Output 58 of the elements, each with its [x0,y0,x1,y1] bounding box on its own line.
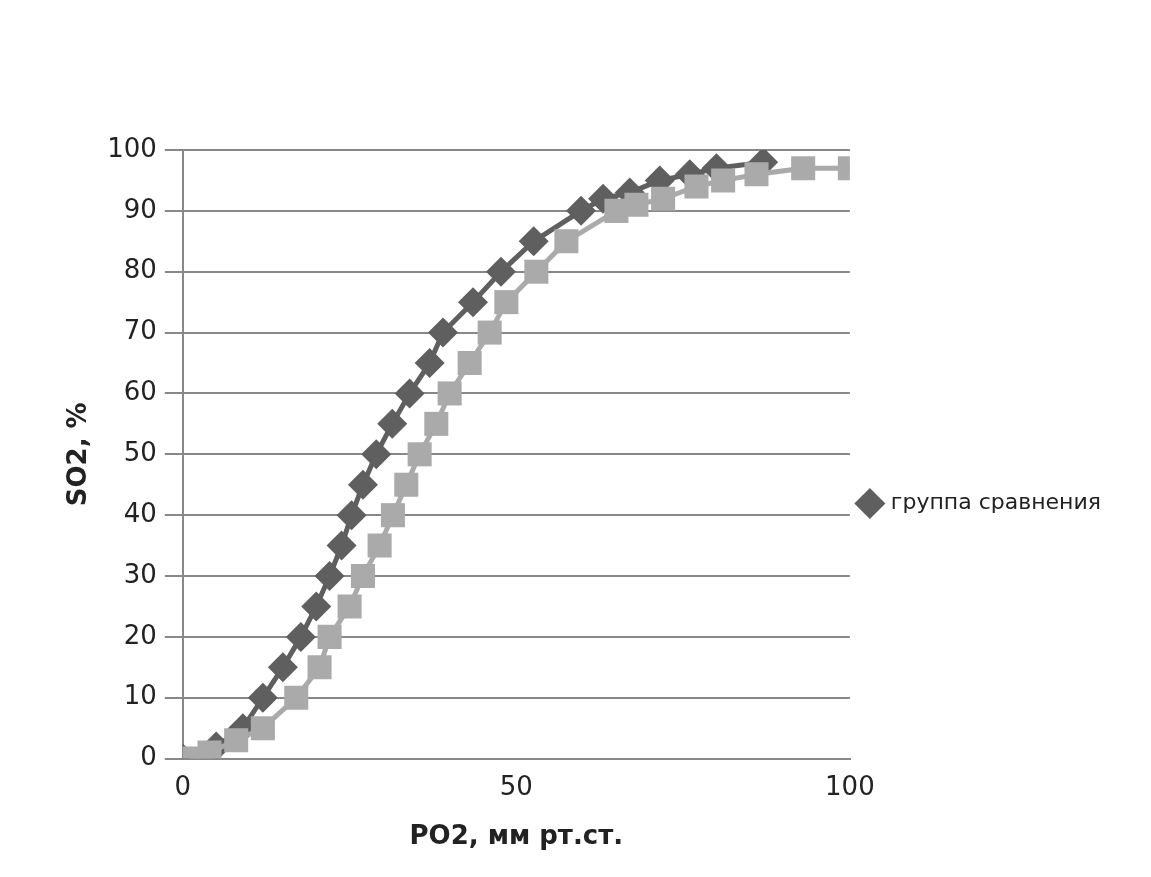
point [566,195,597,226]
y-tick-label: 50 [123,437,157,468]
point [307,655,332,680]
point [427,317,458,348]
point [317,624,342,649]
x-tick-label: 100 [825,770,875,801]
y-tick-label: 60 [123,376,157,407]
point [518,226,549,257]
point [437,381,462,406]
point [486,256,517,287]
point [711,168,736,193]
point [267,652,298,683]
y-tick-label: 70 [123,315,157,346]
y-tick-label: 40 [123,497,157,528]
point [350,564,375,589]
point [347,469,378,500]
x-tick-label: 0 [174,770,192,801]
point [380,503,405,528]
point [361,439,392,470]
point [407,442,432,467]
point [301,591,332,622]
y-tick-label: 80 [123,254,157,285]
point [494,290,519,315]
point [624,192,649,217]
y-tick-label: 100 [107,132,157,163]
y-tick-label: 90 [123,193,157,224]
point [554,229,579,254]
point [684,174,709,199]
point [250,716,275,741]
y-axis-title: SO2, % [62,402,93,507]
point [394,472,419,497]
point [336,500,367,531]
point [424,411,449,436]
y-tick-label: 0 [140,741,157,772]
point [524,259,549,284]
point [367,533,392,558]
x-axis-title: PO2, мм рт.ст. [409,820,624,851]
point [477,320,502,345]
legend-label: группа сравнения [890,489,1102,515]
x-tick-label: 50 [499,770,533,801]
point [224,728,249,753]
y-tick-label: 10 [123,680,157,711]
point [337,594,362,619]
point [247,682,278,713]
y-tick-label: 20 [123,619,157,650]
point [284,685,309,710]
point [457,350,482,376]
point [744,162,769,187]
point [651,186,676,211]
point [285,621,316,652]
point [457,287,488,318]
point [377,408,408,439]
point [414,348,445,379]
y-tick-label: 30 [123,558,157,589]
point [314,561,345,592]
point [791,156,816,181]
point [326,530,357,561]
point [394,378,425,409]
